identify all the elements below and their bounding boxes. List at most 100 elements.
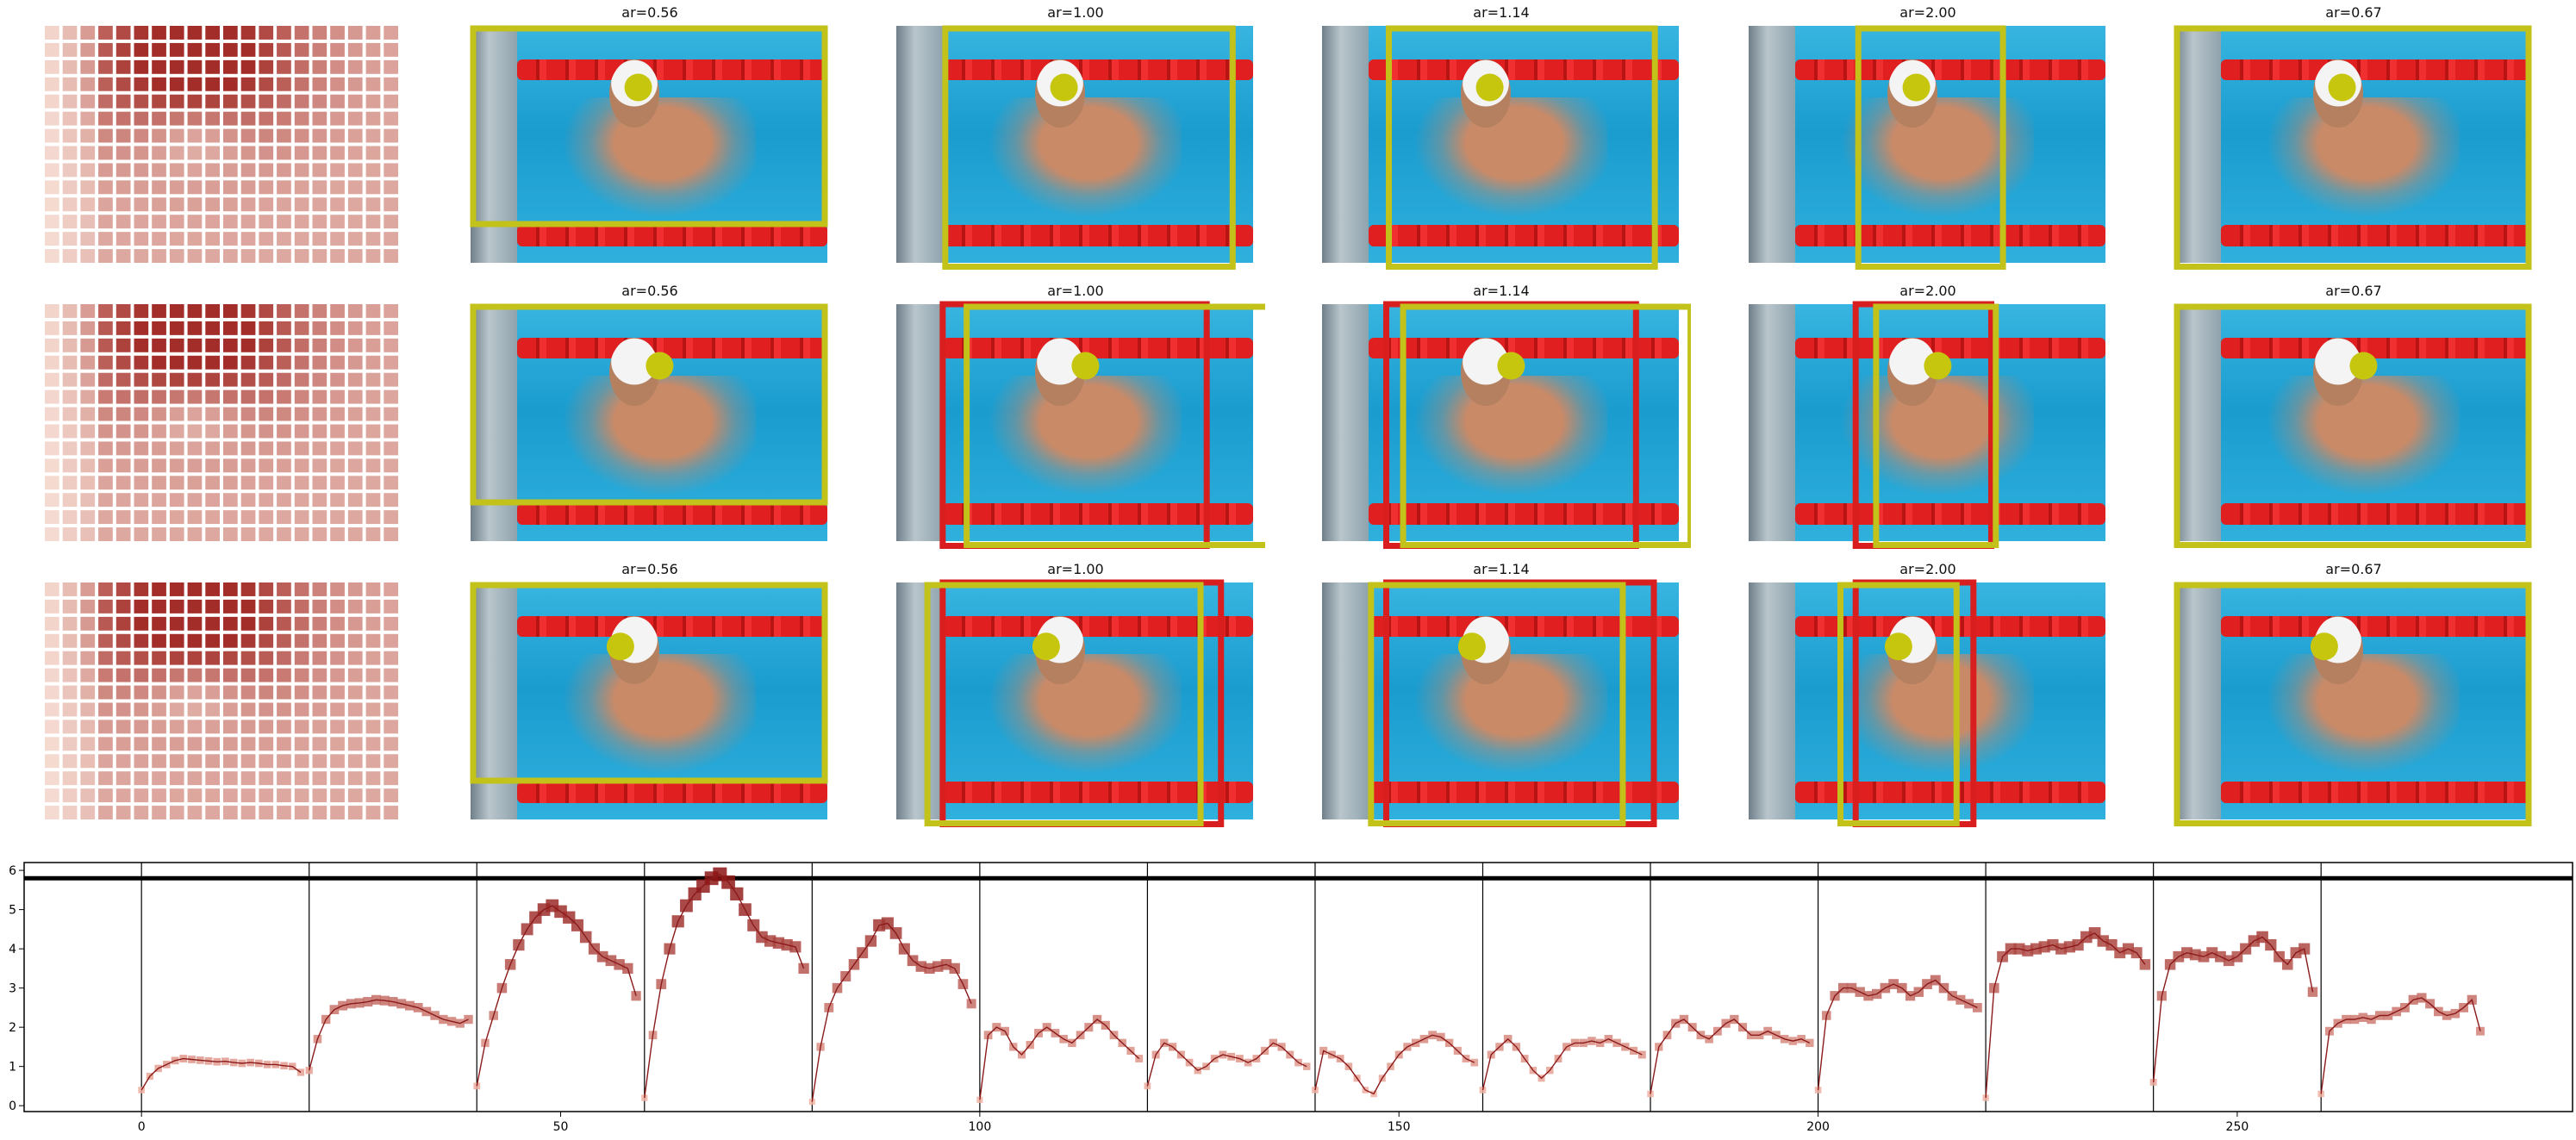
swimmer-photo [1749, 26, 2105, 263]
data-point [966, 999, 976, 1009]
heatmap-cell [312, 668, 327, 682]
heatmap-cell [259, 441, 274, 456]
yellow-crop-box [2174, 582, 2532, 826]
heatmap-cell [365, 389, 381, 404]
photo-lane-top [516, 59, 827, 81]
heatmap-cell [312, 42, 327, 57]
heatmap-cell [205, 599, 220, 614]
heatmap-cell [294, 510, 309, 525]
heatmap-cell [187, 146, 203, 160]
heatmap-cell [187, 372, 203, 387]
heatmap-cell [347, 94, 363, 109]
heatmap-cell [187, 685, 203, 700]
heatmap-cell [384, 163, 398, 178]
heatmap-cell [169, 720, 184, 734]
heatmap-cell [169, 668, 184, 682]
heatmap-cell [80, 633, 96, 648]
heatmap-cell [169, 321, 184, 335]
heatmap-cell [277, 616, 291, 631]
heatmap-cell [259, 304, 274, 318]
yellow-crop-box [2174, 25, 2532, 270]
yellow-crop-box [942, 25, 1236, 270]
heatmap-cell [365, 702, 381, 717]
heatmap-cell [259, 146, 274, 160]
swimmer-photo [896, 304, 1253, 541]
heatmap-cell [330, 441, 345, 456]
heatmap-cell [45, 424, 59, 439]
heatmap-cell [169, 651, 184, 665]
yellow-crop-box [1368, 582, 1626, 826]
heatmap-cell [259, 493, 274, 508]
data-point [464, 1014, 473, 1025]
heatmap-cell [98, 771, 113, 786]
heatmap-cell [312, 59, 327, 74]
heatmap-cell [330, 249, 345, 263]
heatmap-cell [277, 458, 291, 473]
heatmap-cell [98, 389, 113, 404]
heatmap-cell [277, 215, 291, 229]
heatmap-cell [294, 146, 309, 160]
box-overlay [1383, 301, 1691, 549]
heatmap-cell [277, 651, 291, 665]
photo-body [2253, 653, 2461, 784]
heatmap-cell [330, 94, 345, 109]
heatmap-cell [152, 163, 166, 178]
heatmap-cell [45, 407, 59, 421]
heatmap-cell [330, 493, 345, 508]
photo-lane-bot [1368, 225, 1679, 246]
heatmap-cell [62, 389, 78, 404]
heatmap-cell [240, 163, 256, 178]
heatmap-cell [205, 668, 220, 682]
heatmap-cell [384, 510, 398, 525]
heatmap-cell [312, 111, 327, 126]
heatmap-cell [152, 788, 166, 803]
heatmap-cell [277, 338, 291, 352]
series-line [644, 873, 805, 1099]
heatmap-cell [312, 737, 327, 751]
heatmap-cell [330, 321, 345, 335]
focus-point-dot [1497, 352, 1525, 380]
heatmap-cell [187, 754, 203, 769]
heatmap-cell [312, 788, 327, 803]
heatmap-cell [134, 771, 149, 786]
heatmap-cell [240, 527, 256, 541]
heatmap-cell [384, 771, 398, 786]
heatmap-cell [205, 249, 220, 263]
heatmap-cell [384, 737, 398, 751]
heatmap-cell [152, 407, 166, 421]
heatmap-cell [384, 128, 398, 143]
heatmap-cell [80, 215, 96, 229]
heatmap-cell [62, 737, 78, 751]
heatmap-cell [384, 232, 398, 246]
data-point [1806, 1038, 1814, 1048]
heatmap-cell [62, 197, 78, 212]
heatmap-cell [294, 599, 309, 614]
heatmap-cell [62, 232, 78, 246]
heatmap-cell [365, 163, 381, 178]
heatmap-cell [169, 788, 184, 803]
heatmap-cell [80, 59, 96, 74]
heatmap-cell [240, 94, 256, 109]
heatmap-cell [312, 321, 327, 335]
photo-body [549, 97, 757, 227]
heatmap-cell [312, 806, 327, 819]
heatmap-cell [347, 582, 363, 596]
photo-lane-top [1794, 615, 2105, 638]
heatmap-cell [98, 510, 113, 525]
heatmap-cell [223, 249, 238, 263]
heatmap-cell [294, 389, 309, 404]
heatmap-cell [259, 372, 274, 387]
heatmap-cell [277, 582, 291, 596]
heatmap-cell [294, 633, 309, 648]
heatmap-cell [259, 94, 274, 109]
heatmap-cell [98, 754, 113, 769]
heatmap-cell [98, 304, 113, 318]
heatmap-cell [134, 633, 149, 648]
swimmer-photo [1749, 304, 2105, 541]
heatmap-cell [169, 163, 184, 178]
heatmap-cell [312, 304, 327, 318]
x-tick-label: 0 [138, 1120, 146, 1134]
focus-point-dot [646, 352, 674, 380]
heatmap-cell [115, 754, 131, 769]
heatmap-cell [365, 737, 381, 751]
